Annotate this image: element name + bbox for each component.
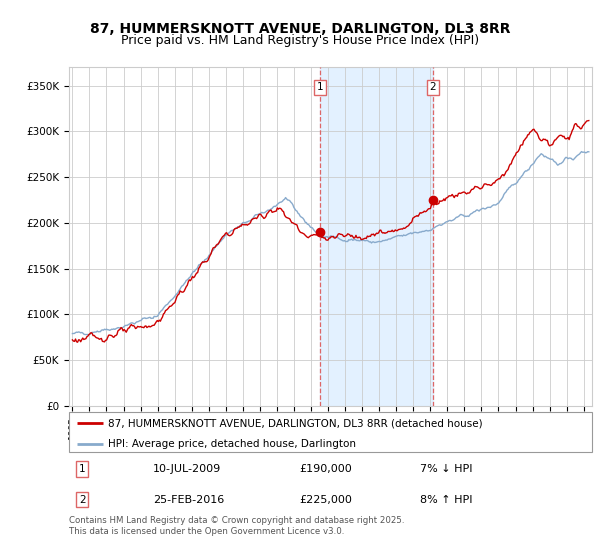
- Bar: [320, 67, 433, 406]
- Text: 87, HUMMERSKNOTT AVENUE, DARLINGTON, DL3 8RR (detached house): 87, HUMMERSKNOTT AVENUE, DARLINGTON, DL3…: [108, 418, 483, 428]
- Text: 1: 1: [79, 464, 85, 474]
- Text: 7% ↓ HPI: 7% ↓ HPI: [419, 464, 472, 474]
- Text: 25-FEB-2016: 25-FEB-2016: [153, 494, 224, 505]
- Text: £225,000: £225,000: [299, 494, 352, 505]
- Text: 1: 1: [317, 82, 323, 92]
- Text: HPI: Average price, detached house, Darlington: HPI: Average price, detached house, Darl…: [108, 438, 356, 449]
- FancyBboxPatch shape: [69, 412, 592, 452]
- Text: Contains HM Land Registry data © Crown copyright and database right 2025.
This d: Contains HM Land Registry data © Crown c…: [69, 516, 404, 536]
- Text: 10-JUL-2009: 10-JUL-2009: [153, 464, 221, 474]
- Text: £190,000: £190,000: [299, 464, 352, 474]
- Text: 2: 2: [79, 494, 85, 505]
- Text: 2: 2: [430, 82, 436, 92]
- Text: 87, HUMMERSKNOTT AVENUE, DARLINGTON, DL3 8RR: 87, HUMMERSKNOTT AVENUE, DARLINGTON, DL3…: [90, 22, 510, 36]
- Text: 8% ↑ HPI: 8% ↑ HPI: [419, 494, 472, 505]
- Text: Price paid vs. HM Land Registry's House Price Index (HPI): Price paid vs. HM Land Registry's House …: [121, 34, 479, 46]
